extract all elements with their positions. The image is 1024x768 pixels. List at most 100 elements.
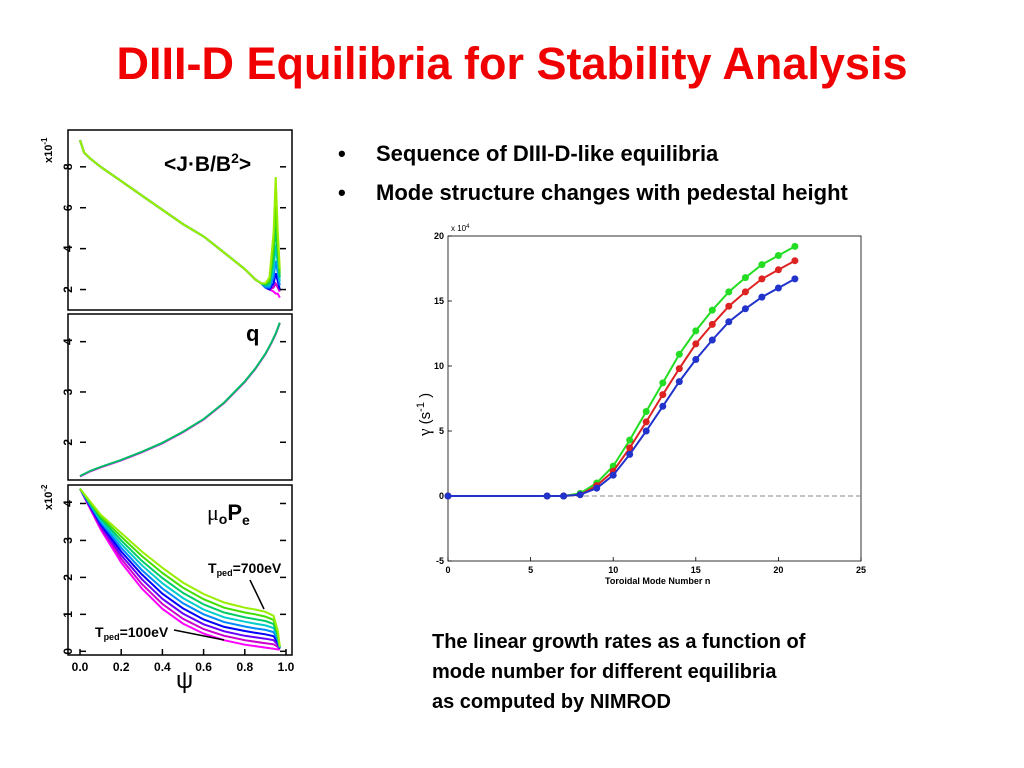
pressure-multiplier-exp: -2 (40, 484, 49, 492)
growth-point (560, 492, 568, 500)
growth-point (692, 356, 700, 363)
annotation-700ev-sub: ped (217, 568, 233, 578)
growth-line (448, 278, 796, 497)
growth-ylabel-close: ) (417, 393, 434, 402)
y-tick-label: 10 (434, 361, 444, 371)
growth-point (791, 257, 799, 265)
growth-point (543, 492, 551, 500)
growth-point (741, 274, 749, 282)
x-tick-label: 10 (608, 565, 618, 575)
growth-frame (447, 235, 862, 562)
growth-ylabel-open: (s (417, 412, 434, 429)
profile-line (79, 488, 281, 648)
growth-point (791, 275, 799, 283)
pressure-label: μoPe (207, 500, 250, 528)
pressure-frame (67, 484, 293, 656)
profile-line (79, 488, 280, 651)
profile-line (79, 488, 281, 648)
q-panel: 2 3 4 q (61, 313, 293, 481)
annotation-700ev-pointer (249, 579, 265, 610)
y-tick-label: 20 (434, 231, 444, 241)
growth-point (576, 491, 584, 499)
growth-point (675, 350, 683, 358)
growth-point (692, 327, 700, 335)
pressure-label-p: P (227, 500, 242, 525)
x-tick-label: 0 (445, 565, 450, 575)
x-tick-label: 0.8 (236, 660, 253, 674)
growth-point (560, 492, 568, 500)
growth-point (626, 436, 634, 444)
y-tick-label: 5 (439, 426, 444, 436)
growth-point (444, 492, 452, 500)
growth-point (758, 275, 766, 283)
growth-point (543, 492, 551, 500)
jb-label-end: > (239, 153, 251, 176)
bullet-item: • Mode structure changes with pedestal he… (336, 173, 848, 212)
q-frame (67, 313, 293, 481)
growth-point (741, 288, 749, 296)
y-tick-label: 15 (434, 296, 444, 306)
profile-line (79, 488, 281, 649)
growth-line (448, 245, 796, 497)
growth-point (444, 492, 452, 500)
growth-multiplier-base: x 10 (451, 224, 467, 233)
y-tick-label: 4 (61, 245, 75, 252)
profile-line (79, 322, 281, 477)
jb-label-main: <J·B/B (164, 153, 231, 176)
x-tick-label: 0.2 (113, 660, 130, 674)
growth-point (774, 284, 782, 292)
growth-point (675, 365, 683, 373)
q-curves (79, 322, 281, 478)
growth-point (642, 418, 650, 426)
pressure-panel: 0 1 2 3 4 0.0 0.2 0.4 0.6 0.8 1.0 x10-2 μoPe Tped… (40, 484, 295, 694)
jb-yticks: 2 4 6 8 (61, 163, 286, 293)
growth-series (444, 242, 799, 500)
pressure-label-sub-e: e (242, 512, 250, 528)
annotation-100ev-pointer (173, 629, 225, 641)
growth-point (659, 379, 667, 387)
growth-point (626, 450, 634, 458)
y-tick-label: 1 (61, 611, 75, 618)
y-tick-label: 0 (439, 491, 444, 501)
growth-point (675, 378, 683, 386)
growth-point (758, 261, 766, 269)
growth-multiplier: x 104 (451, 224, 470, 233)
jb-curves (79, 139, 281, 299)
growth-ylabel: γ (s-1 ) (415, 393, 434, 437)
x-tick-label: 0.4 (154, 660, 171, 674)
growth-point (725, 302, 733, 310)
q-yticks: 2 3 4 (61, 338, 286, 446)
growth-point (741, 305, 749, 313)
growth-point (758, 293, 766, 301)
growth-point (626, 444, 634, 452)
y-tick-label: 2 (61, 574, 75, 581)
caption-line: as computed by NIMROD (432, 691, 671, 713)
growth-point (659, 391, 667, 399)
caption-line: The linear growth rates as a function of (432, 631, 806, 653)
y-tick-label: 3 (61, 537, 75, 544)
annotation-700ev-t: T (208, 560, 217, 576)
growth-line (448, 259, 796, 497)
growth-point (725, 318, 733, 326)
x-tick-label: 20 (773, 565, 783, 575)
growth-point (642, 408, 650, 415)
growth-point (576, 491, 584, 499)
growth-point (708, 306, 716, 314)
page-title: DIII-D Equilibria for Stability Analysis (116, 38, 908, 89)
x-tick-label: 15 (691, 565, 701, 575)
profile-line (79, 488, 281, 647)
bullet-icon: • (338, 180, 346, 205)
x-tick-label: 25 (856, 565, 866, 575)
profile-line (79, 488, 281, 650)
y-tick-label: 4 (61, 500, 75, 507)
jb-multiplier-base: x10 (43, 145, 55, 163)
y-tick-label: 2 (61, 286, 75, 293)
y-tick-label: 4 (61, 338, 75, 345)
growth-point (708, 336, 716, 344)
caption-line: mode number for different equilibria (432, 661, 777, 683)
x-tick-label: 0.0 (72, 660, 89, 674)
pressure-curves (79, 488, 281, 651)
bullet-icon: • (338, 141, 346, 166)
